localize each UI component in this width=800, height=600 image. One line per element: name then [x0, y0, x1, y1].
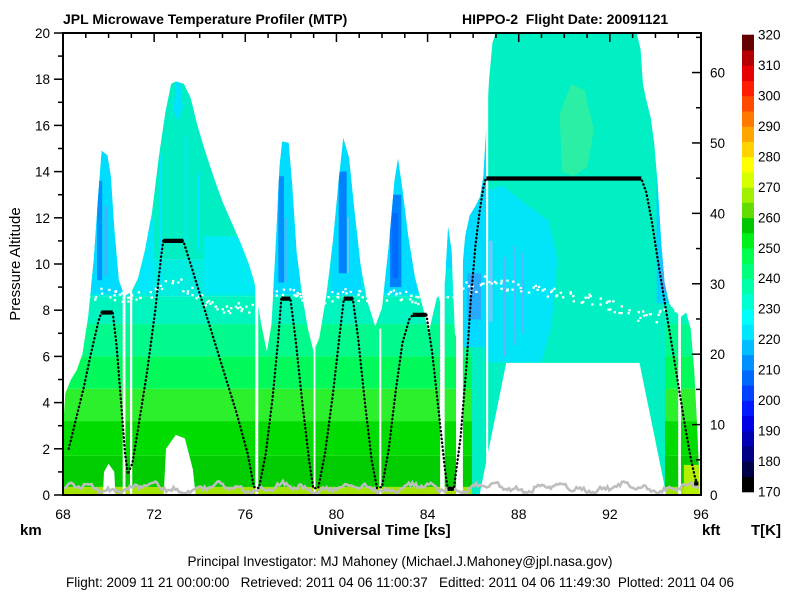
svg-text:0: 0 [42, 488, 50, 503]
svg-text:0: 0 [710, 488, 718, 503]
svg-text:12: 12 [35, 211, 50, 226]
svg-text:280: 280 [758, 149, 781, 164]
svg-text:310: 310 [758, 58, 781, 73]
y-axis-label: Pressure Altitude [7, 207, 24, 321]
tropopause-speckle-line [67, 275, 693, 324]
svg-text:92: 92 [602, 506, 618, 522]
svg-text:84: 84 [420, 506, 436, 522]
svg-text:220: 220 [758, 332, 781, 347]
svg-text:18: 18 [35, 72, 50, 87]
surface-line [63, 478, 700, 496]
svg-text:6: 6 [42, 349, 50, 364]
svg-text:290: 290 [758, 119, 781, 134]
svg-text:180: 180 [758, 454, 781, 469]
svg-text:88: 88 [511, 506, 527, 522]
svg-text:80: 80 [329, 506, 345, 522]
svg-text:2: 2 [42, 442, 50, 457]
svg-text:72: 72 [146, 506, 162, 522]
svg-text:300: 300 [758, 88, 781, 103]
svg-text:20: 20 [35, 26, 50, 41]
svg-text:68: 68 [55, 506, 71, 522]
footer-principal-investigator: Principal Investigator: MJ Mahoney (Mich… [187, 554, 613, 569]
svg-text:4: 4 [42, 396, 50, 411]
svg-text:8: 8 [42, 303, 50, 318]
data-gaps [102, 33, 681, 496]
svg-text:240: 240 [758, 271, 781, 286]
svg-text:10: 10 [710, 418, 725, 433]
svg-text:30: 30 [710, 277, 725, 292]
svg-text:250: 250 [758, 241, 781, 256]
x-axis-label: Universal Time [ks] [313, 522, 451, 539]
flight-title: HIPPO-2 Flight Date: 20091121 [462, 11, 669, 27]
svg-text:96: 96 [693, 506, 709, 522]
colorbar: 170 180 190 200 210 220 230 240 250 260 270 280 290 3… [742, 28, 781, 500]
page-title: JPL Microwave Temperature Profiler (MTP) [63, 11, 348, 27]
svg-text:200: 200 [758, 393, 781, 408]
svg-text:190: 190 [758, 424, 781, 439]
svg-text:40: 40 [710, 206, 725, 221]
colorbar-label: T[K] [751, 522, 781, 539]
svg-text:20: 20 [710, 347, 725, 362]
km-unit-label: km [20, 522, 42, 539]
aircraft-altitude-trace [67, 176, 700, 491]
svg-text:320: 320 [758, 28, 781, 43]
svg-text:210: 210 [758, 363, 781, 378]
kft-unit-label: kft [702, 522, 721, 539]
svg-text:14: 14 [35, 165, 51, 180]
axes-frame: 68 72 76 80 84 88 92 96024681012141618200102030… [35, 26, 725, 522]
svg-text:230: 230 [758, 302, 781, 317]
svg-text:170: 170 [758, 485, 781, 500]
svg-text:60: 60 [710, 66, 725, 81]
svg-text:16: 16 [35, 118, 50, 133]
svg-text:260: 260 [758, 210, 781, 225]
footer-timestamps: Flight: 2009 11 21 00:00:00 Retrieved: 2… [65, 575, 734, 590]
svg-text:76: 76 [237, 506, 253, 522]
svg-text:10: 10 [35, 257, 50, 272]
svg-text:270: 270 [758, 180, 781, 195]
svg-text:50: 50 [710, 136, 725, 151]
